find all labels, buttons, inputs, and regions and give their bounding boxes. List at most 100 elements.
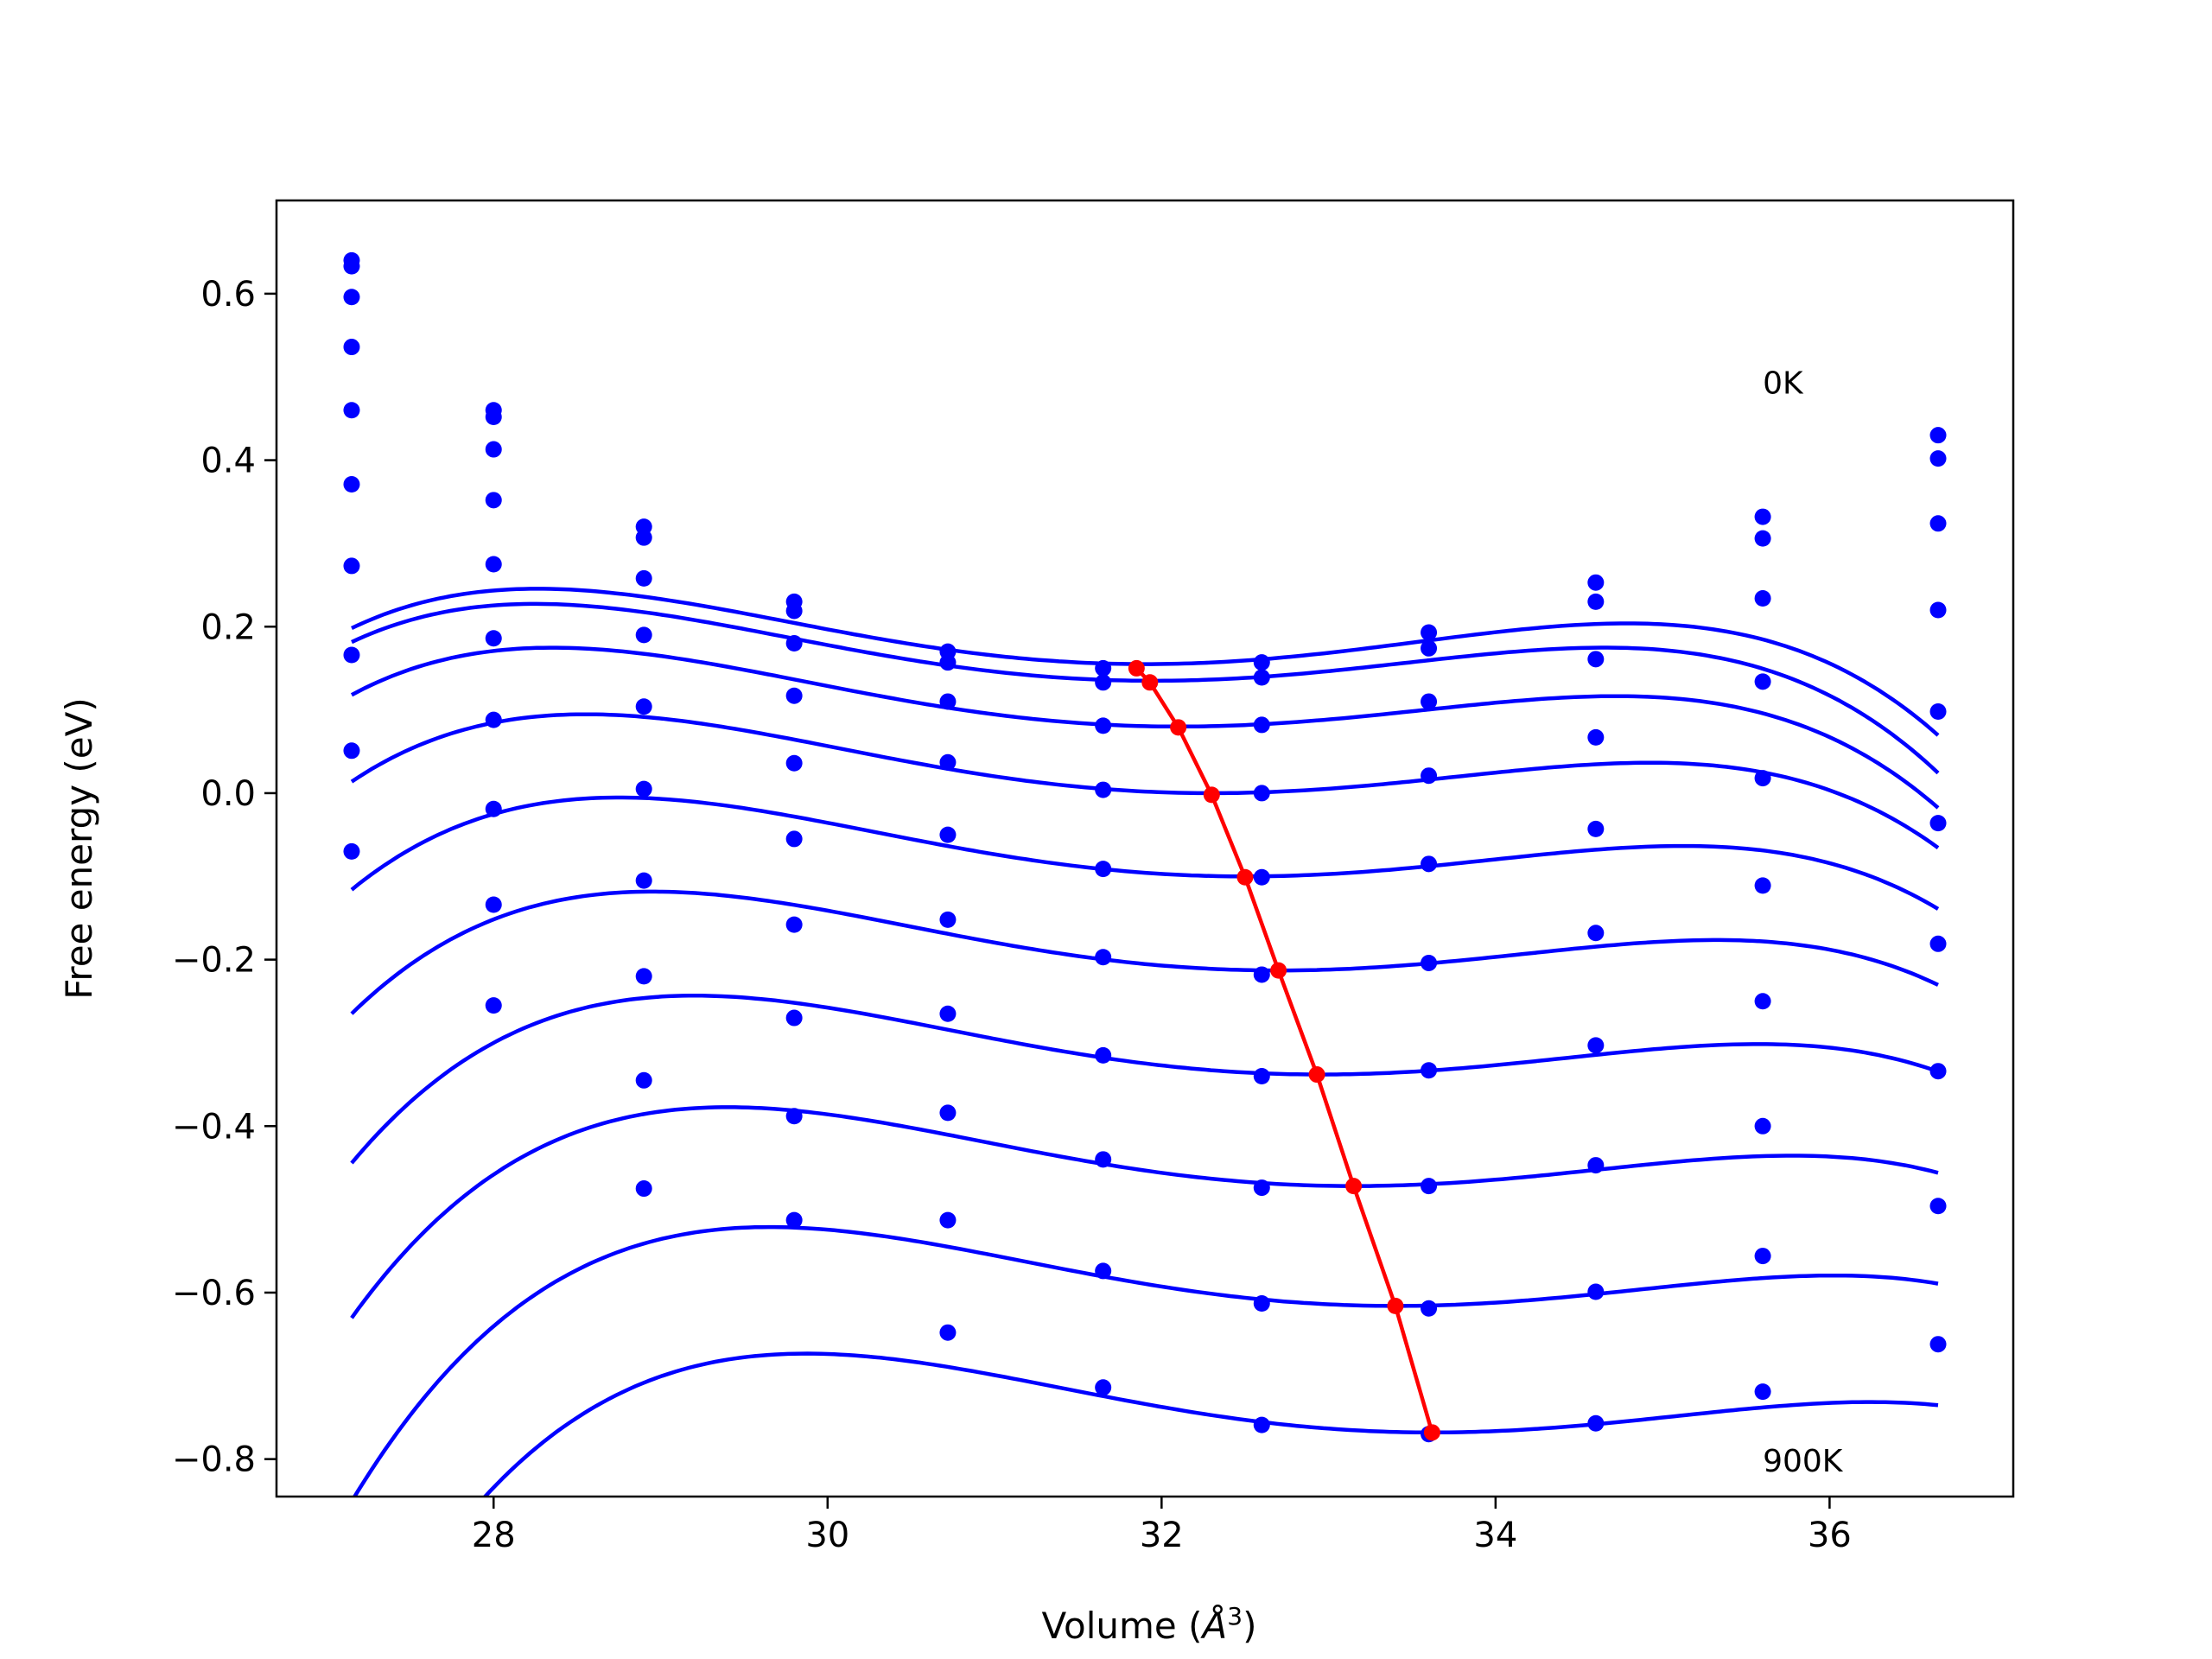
data-point: [1754, 993, 1771, 1010]
data-point: [343, 402, 360, 419]
data-point: [343, 257, 360, 275]
data-point: [1421, 693, 1438, 710]
data-point: [1253, 654, 1270, 671]
data-point: [1095, 674, 1112, 691]
data-points: [343, 251, 1947, 1443]
data-point: [1754, 508, 1771, 525]
data-point: [635, 872, 652, 889]
data-point: [343, 476, 360, 493]
data-point: [939, 911, 957, 928]
data-point: [1754, 770, 1771, 787]
minimum-point: [1170, 719, 1187, 736]
data-point: [485, 800, 502, 817]
data-point: [485, 441, 502, 458]
fit-curve-6: [350, 994, 1939, 1165]
data-point: [1587, 574, 1605, 591]
data-point: [1929, 1063, 1947, 1080]
data-point: [1587, 1037, 1605, 1054]
data-point: [1754, 530, 1771, 547]
data-point: [785, 1108, 803, 1125]
data-point: [785, 602, 803, 620]
data-point: [785, 1009, 803, 1027]
data-point: [1421, 855, 1438, 873]
data-point: [1253, 716, 1270, 734]
data-point: [1421, 1062, 1438, 1079]
data-point: [1929, 601, 1947, 619]
data-point: [485, 408, 502, 425]
data-point: [1253, 868, 1270, 886]
y-tick-label: −0.8: [172, 1440, 256, 1480]
data-point: [485, 997, 502, 1014]
data-point: [485, 630, 502, 647]
minima-line: [1128, 659, 1440, 1441]
data-point: [1754, 590, 1771, 607]
data-point: [1929, 815, 1947, 832]
fit-curve-5: [350, 889, 1939, 1015]
data-point: [485, 711, 502, 728]
annotations: 0K 900K: [1763, 366, 1844, 1480]
data-point: [785, 916, 803, 933]
x-axis-unit: Å: [1200, 1604, 1228, 1647]
data-point: [1929, 427, 1947, 444]
data-point: [1929, 450, 1947, 467]
data-point: [635, 698, 652, 715]
data-point: [485, 556, 502, 573]
y-tick-label: 0.2: [200, 607, 256, 647]
data-point: [635, 1180, 652, 1198]
data-point: [1253, 669, 1270, 686]
data-point: [939, 1324, 957, 1341]
data-point: [1587, 820, 1605, 837]
x-tick-label: 34: [1473, 1516, 1517, 1555]
data-point: [939, 826, 957, 843]
data-point: [1095, 781, 1112, 798]
minimum-point: [1423, 1424, 1440, 1441]
fit-curve-4: [350, 795, 1940, 911]
data-point: [635, 1071, 652, 1089]
minimum-point: [1203, 786, 1220, 804]
data-point: [1754, 1117, 1771, 1135]
data-point: [939, 654, 957, 671]
x-axis-label: Volume (Å3): [1042, 1602, 1257, 1648]
data-point: [1095, 949, 1112, 966]
data-point: [635, 529, 652, 546]
minimum-point: [1128, 659, 1145, 677]
data-point: [785, 687, 803, 704]
y-tick-label: −0.6: [172, 1274, 256, 1313]
data-point: [1421, 639, 1438, 657]
data-point: [1421, 1300, 1438, 1317]
minimum-point: [1308, 1066, 1325, 1084]
y-axis-label: Free energy (eV): [58, 697, 100, 1000]
data-point: [1253, 1067, 1270, 1084]
minimum-point: [1270, 962, 1287, 979]
data-point: [785, 830, 803, 848]
data-point: [1587, 1414, 1605, 1432]
data-point: [1929, 703, 1947, 721]
data-point: [1754, 877, 1771, 894]
data-point: [1929, 1336, 1947, 1353]
data-point: [635, 626, 652, 644]
data-point: [785, 635, 803, 652]
data-point: [343, 742, 360, 760]
data-point: [1929, 935, 1947, 952]
fit-curve-9: [482, 1351, 1939, 1497]
data-point: [939, 693, 957, 710]
data-point: [785, 1211, 803, 1229]
annotation-label: 900K: [1763, 1444, 1844, 1479]
data-point: [785, 754, 803, 772]
y-tick-label: 0.6: [200, 275, 256, 315]
data-point: [1587, 1157, 1605, 1174]
minimum-point: [1236, 868, 1254, 886]
data-point: [1421, 954, 1438, 971]
fit-curve-7: [350, 1105, 1939, 1319]
x-tick-label: 28: [472, 1516, 516, 1555]
y-tick-label: 0.0: [200, 774, 256, 814]
x-tick-label: 32: [1140, 1516, 1184, 1555]
data-point: [485, 492, 502, 509]
y-axis-ticks: 0.6 0.4 0.2 0.0 −0.2 −0.4 −0.6 −0.8: [172, 275, 276, 1480]
data-point: [343, 339, 360, 356]
data-point: [1754, 673, 1771, 690]
data-point: [1421, 1178, 1438, 1195]
data-point: [1253, 1294, 1270, 1312]
data-point: [1095, 861, 1112, 878]
